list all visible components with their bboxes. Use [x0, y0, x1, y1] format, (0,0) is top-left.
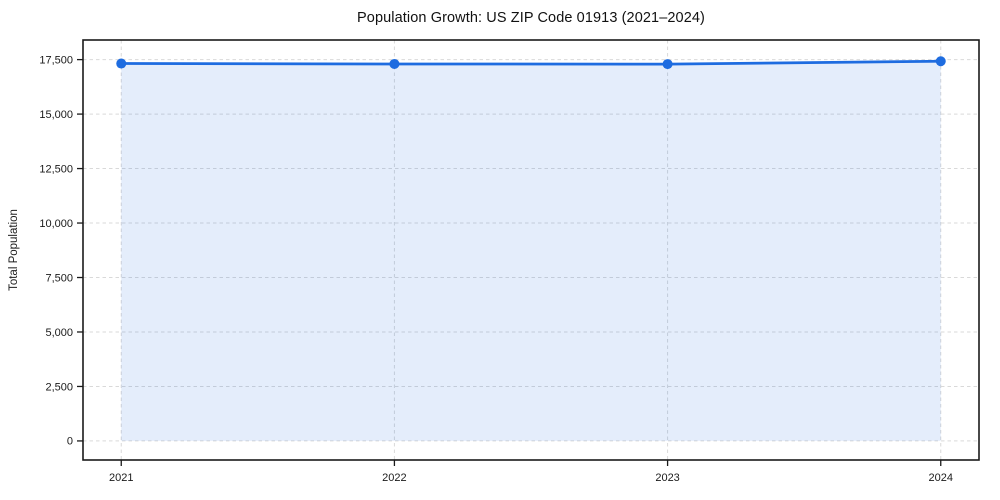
- y-tick-label: 2,500: [45, 381, 73, 393]
- data-point-marker: [662, 59, 673, 70]
- series-line: [119, 59, 943, 66]
- x-tick-label: 2023: [655, 472, 679, 484]
- data-point-marker: [389, 58, 400, 69]
- y-tick-label: 5,000: [45, 327, 73, 339]
- x-tick-label: 2021: [109, 472, 133, 484]
- x-tick-label: 2024: [929, 472, 953, 484]
- y-tick-label: 12,500: [39, 163, 73, 175]
- y-tick-label: 0: [67, 436, 73, 448]
- plot-border: [82, 39, 980, 461]
- y-tick-label: 7,500: [45, 272, 73, 284]
- y-tick-label: 17,500: [39, 54, 73, 66]
- series-area-fill: [121, 61, 941, 441]
- y-tick-label: 15,000: [39, 109, 73, 121]
- y-tick-label: 10,000: [39, 218, 73, 230]
- chart-title: Population Growth: US ZIP Code 01913 (20…: [357, 10, 705, 26]
- data-point-marker: [116, 58, 127, 69]
- x-tick-label: 2022: [382, 472, 406, 484]
- data-point-marker: [935, 56, 946, 67]
